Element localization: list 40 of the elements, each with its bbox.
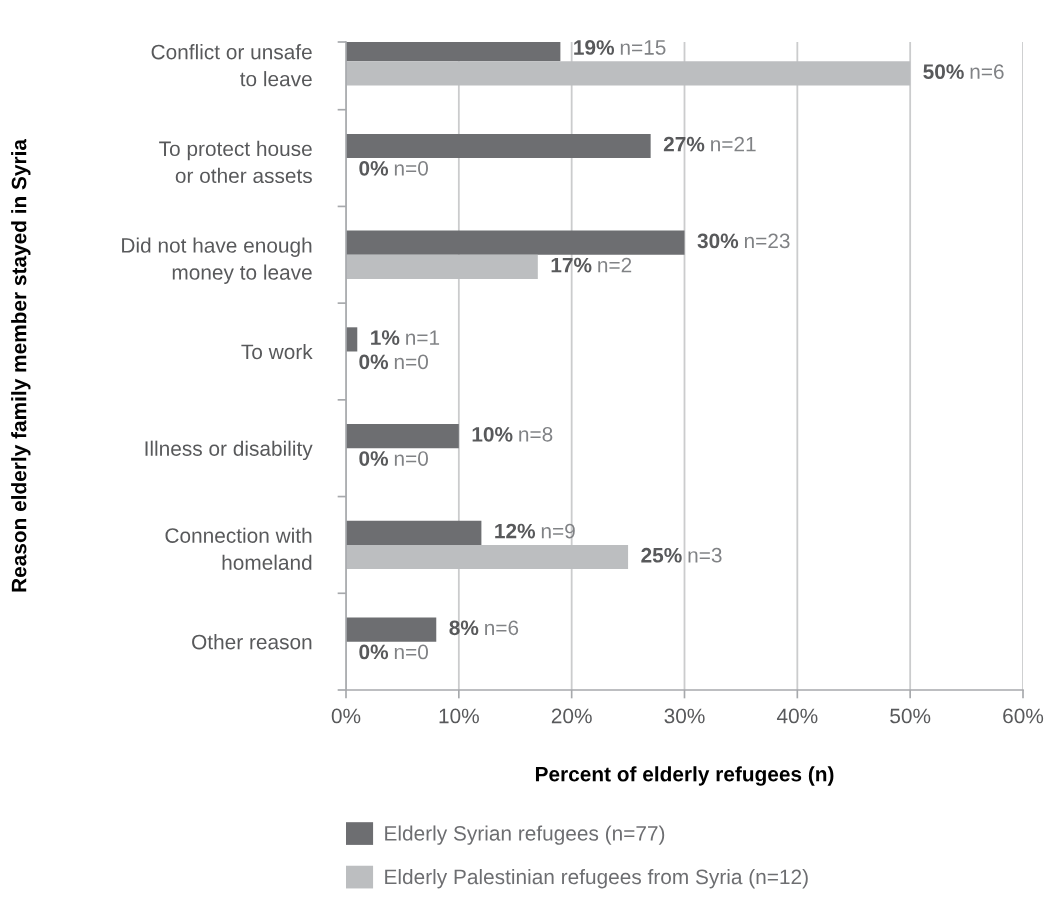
data-label: 10% n=8	[472, 426, 553, 442]
legend-label: Elderly Syrian refugees (n=77)	[385, 825, 665, 845]
x-axis-title: Percent of elderly refugees (n)	[535, 766, 834, 786]
data-label: 0% n=0	[359, 644, 428, 660]
bar	[346, 61, 911, 86]
data-label: 19% n=15	[574, 40, 666, 55]
bar	[346, 544, 629, 570]
x-tick-label: 30%	[664, 708, 705, 724]
y-tick-label: Illness or disability	[145, 440, 313, 461]
y-tick-label: To protect house or other assets	[159, 140, 312, 184]
data-label: 1% n=1	[371, 330, 440, 345]
x-tick-label: 60%	[1003, 708, 1044, 724]
bar	[346, 254, 538, 279]
x-tick-label: 10%	[439, 708, 479, 724]
y-tick-label: To work	[241, 343, 313, 360]
y-tick-label: Conflict or unsafe to leave	[151, 44, 312, 87]
bar	[346, 520, 482, 545]
x-tick-label: 50%	[890, 708, 931, 724]
bar	[346, 424, 459, 449]
x-tick-label: 0%	[331, 708, 361, 724]
legend-label: Elderly Palestinian refugees from Syria (n=12)	[385, 868, 808, 889]
y-tick-label: Other reason	[192, 634, 312, 650]
data-label: 0% n=0	[359, 451, 428, 466]
bar	[346, 230, 685, 255]
data-label: 50% n=6	[923, 64, 1004, 80]
data-label: 30% n=23	[697, 233, 790, 249]
bar	[346, 133, 651, 159]
data-label: 25% n=3	[641, 547, 722, 563]
data-label: 17% n=2	[551, 257, 632, 273]
bar	[346, 617, 437, 642]
data-label: 12% n=9	[495, 523, 575, 539]
x-tick-label: 20%	[551, 708, 592, 724]
x-tick-label: 40%	[776, 708, 818, 724]
data-label: 8% n=6	[449, 620, 519, 636]
y-axis-title: Reason elderly family member stayed in Syria	[11, 138, 31, 592]
data-label: 0% n=0	[359, 354, 428, 370]
y-tick-label: Did not have enough money to leave	[122, 237, 312, 284]
data-label: 27% n=21	[663, 136, 756, 152]
y-tick-label: Connection with homeland	[165, 527, 312, 570]
data-label: 0% n=0	[359, 160, 428, 176]
